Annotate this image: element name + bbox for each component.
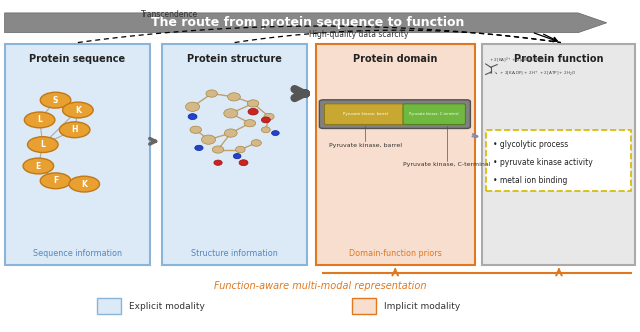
- Ellipse shape: [234, 153, 241, 159]
- Text: Pyruvate kinase, C-terminal: Pyruvate kinase, C-terminal: [410, 112, 459, 116]
- Ellipse shape: [264, 113, 274, 120]
- FancyBboxPatch shape: [4, 44, 150, 265]
- Ellipse shape: [202, 135, 216, 144]
- FancyBboxPatch shape: [352, 298, 376, 314]
- Circle shape: [40, 173, 71, 189]
- Text: Pyruvate kinase, barrel: Pyruvate kinase, barrel: [328, 143, 401, 148]
- Text: The route from protein sequence to function: The route from protein sequence to funct…: [150, 16, 464, 29]
- Ellipse shape: [190, 126, 202, 133]
- Text: K: K: [81, 180, 87, 189]
- Text: Function-aware multi-modal representation: Function-aware multi-modal representatio…: [214, 281, 426, 291]
- FancyBboxPatch shape: [483, 44, 636, 265]
- FancyBboxPatch shape: [316, 44, 475, 265]
- Ellipse shape: [239, 160, 248, 166]
- Ellipse shape: [244, 120, 255, 127]
- FancyBboxPatch shape: [324, 104, 406, 124]
- Ellipse shape: [224, 109, 238, 118]
- Circle shape: [24, 112, 55, 128]
- Ellipse shape: [206, 90, 218, 97]
- Ellipse shape: [188, 114, 197, 120]
- Text: Implicit modality: Implicit modality: [384, 302, 460, 311]
- Text: F: F: [53, 176, 58, 185]
- Ellipse shape: [212, 146, 224, 153]
- Ellipse shape: [228, 93, 241, 101]
- Text: E: E: [36, 161, 41, 171]
- Circle shape: [60, 122, 90, 138]
- Text: H: H: [72, 125, 78, 134]
- FancyBboxPatch shape: [97, 298, 121, 314]
- Text: Protein sequence: Protein sequence: [29, 54, 125, 64]
- Circle shape: [69, 176, 100, 192]
- Ellipse shape: [261, 117, 270, 123]
- Text: S: S: [53, 96, 58, 105]
- Text: • pyruvate kinase activity: • pyruvate kinase activity: [493, 158, 593, 167]
- Ellipse shape: [247, 100, 259, 107]
- Text: L: L: [40, 140, 45, 149]
- Text: Domain-function priors: Domain-function priors: [349, 249, 442, 258]
- Text: Protein domain: Protein domain: [353, 54, 437, 64]
- Text: Explicit modality: Explicit modality: [129, 302, 205, 311]
- Circle shape: [63, 102, 93, 118]
- Text: Pyruvate kinase, C-terminal: Pyruvate kinase, C-terminal: [403, 162, 491, 167]
- Ellipse shape: [251, 140, 261, 146]
- Text: K: K: [75, 106, 81, 115]
- FancyBboxPatch shape: [486, 130, 631, 191]
- Text: Structure information: Structure information: [191, 249, 278, 258]
- FancyBboxPatch shape: [319, 100, 470, 128]
- Text: Sequence information: Sequence information: [33, 249, 122, 258]
- Text: L: L: [37, 116, 42, 124]
- Text: Protein function: Protein function: [514, 54, 604, 64]
- Ellipse shape: [195, 145, 203, 150]
- Text: Transcendence: Transcendence: [141, 11, 198, 20]
- FancyBboxPatch shape: [403, 104, 465, 124]
- Circle shape: [28, 137, 58, 152]
- Text: • glycolytic process: • glycolytic process: [493, 140, 568, 149]
- FancyBboxPatch shape: [162, 44, 307, 265]
- Circle shape: [40, 92, 71, 108]
- FancyArrow shape: [4, 13, 607, 33]
- Text: Pyruvate kinase, barrel: Pyruvate kinase, barrel: [342, 112, 387, 116]
- Text: • metal ion binding: • metal ion binding: [493, 176, 568, 185]
- Text: High-quality data scarcity: High-quality data scarcity: [308, 30, 408, 39]
- Ellipse shape: [236, 146, 245, 153]
- Ellipse shape: [271, 130, 279, 135]
- Text: Protein structure: Protein structure: [187, 54, 282, 64]
- Ellipse shape: [225, 129, 237, 137]
- Ellipse shape: [186, 102, 200, 111]
- Text: + 2[KA]$^{2+}$ + 2[AKP] - 2[P]  ——: + 2[KA]$^{2+}$ + 2[AKP] - 2[P] ——: [489, 56, 556, 65]
- Ellipse shape: [214, 160, 222, 165]
- Text: 2 $\searrow$ + 2[KA,DP] + 2H$^+$ + 2[ATP] + 2H$_2$O: 2 $\searrow$ + 2[KA,DP] + 2H$^+$ + 2[ATP…: [489, 70, 576, 78]
- Ellipse shape: [261, 127, 270, 133]
- Ellipse shape: [248, 108, 258, 115]
- Circle shape: [23, 158, 54, 174]
